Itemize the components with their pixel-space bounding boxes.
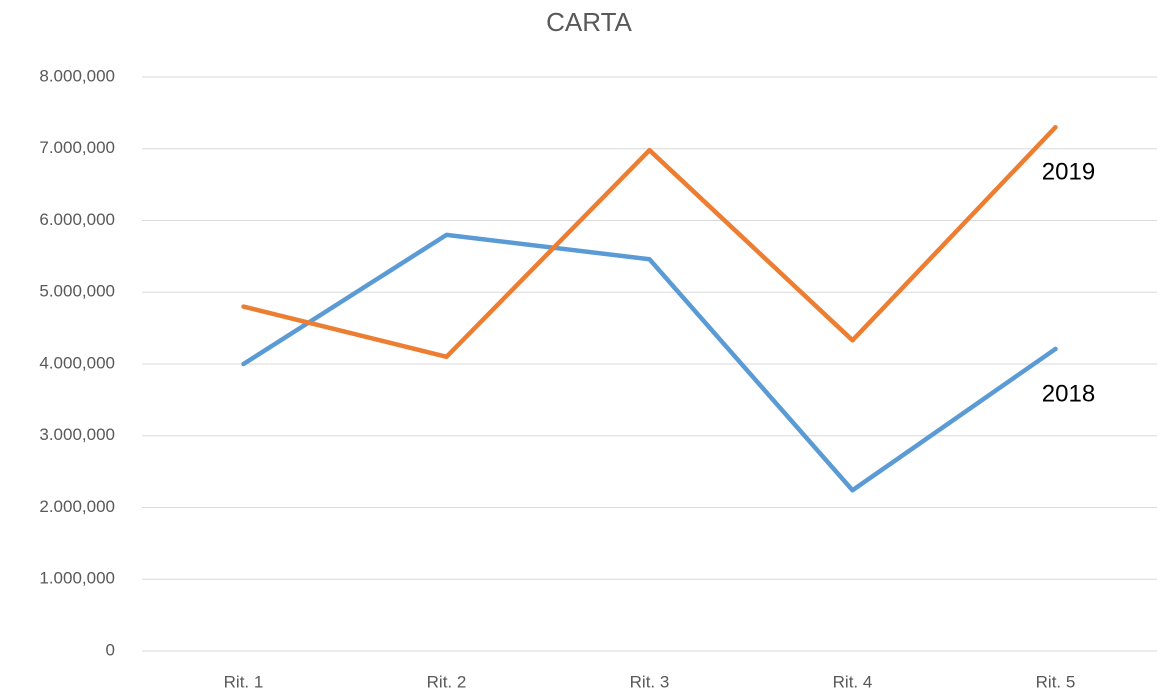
y-tick-label: 8.000,000 [39,66,115,85]
series-label: 2018 [1042,380,1095,407]
series-line [241,232,1058,493]
y-tick-label: 7.000,000 [39,138,115,157]
x-tick-label: Rit. 3 [630,672,670,691]
y-tick-label: 2.000,000 [39,497,115,516]
x-tick-label: Rit. 2 [427,672,467,691]
y-tick-label: 4.000,000 [39,353,115,372]
x-tick-label: Rit. 4 [833,672,873,691]
x-tick-label: Rit. 1 [224,672,264,691]
x-tick-label: Rit. 5 [1036,672,1076,691]
y-tick-label: 6.000,000 [39,210,115,229]
series-line [241,124,1058,360]
y-tick-label: 3.000,000 [39,425,115,444]
y-tick-label: 0 [106,640,115,659]
y-tick-label: 5.000,000 [39,282,115,301]
y-tick-label: 1.000,000 [39,569,115,588]
series-label: 2019 [1042,159,1095,186]
chart-title: CARTA [546,7,632,37]
